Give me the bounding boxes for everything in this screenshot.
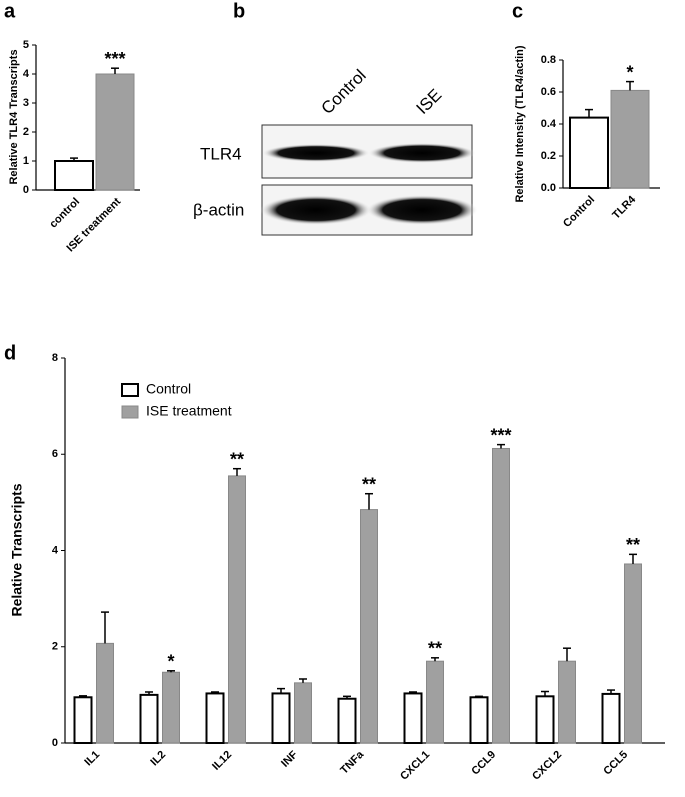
lane-label: Control (318, 66, 370, 118)
bar (558, 660, 576, 744)
y-axis-label: Relative Intensity (TLR4/actin) (514, 45, 526, 202)
legend-swatch (121, 405, 139, 419)
x-tick-label: control (47, 196, 82, 231)
bar (54, 160, 94, 191)
significance: * (626, 62, 633, 82)
western-blot: Control ISE TLR4 β-actin (193, 66, 478, 236)
y-tick-label: 2 (23, 126, 29, 138)
legend-label: Control (146, 381, 191, 397)
bar (228, 475, 246, 744)
bar (95, 73, 135, 191)
significance: *** (104, 49, 125, 69)
bar (535, 695, 555, 744)
x-tick-label: CCL5 (601, 749, 630, 778)
x-tick-label: Control (561, 194, 597, 230)
y-tick-label: 0 (23, 184, 29, 196)
x-tick-label: INF (279, 749, 300, 770)
y-tick-label: 0.0 (541, 182, 556, 194)
blot-band (262, 144, 370, 162)
y-axis-label: Relative TLR4 Transcripts (8, 49, 20, 184)
bar (162, 671, 180, 744)
bar (360, 509, 378, 744)
bar (73, 696, 93, 744)
bar (96, 642, 114, 744)
panel-label: c (512, 0, 523, 22)
y-tick-label: 0.2 (541, 150, 556, 162)
bar (469, 696, 489, 744)
y-tick-label: 5 (23, 39, 29, 51)
bar (569, 116, 609, 189)
blot-band (368, 143, 476, 163)
y-tick-label: 1 (23, 155, 29, 167)
x-tick-label: CXCL1 (398, 749, 432, 783)
legend-label: ISE treatment (146, 403, 232, 419)
bar (294, 682, 312, 744)
row-label: β-actin (193, 200, 244, 219)
x-tick-label: TLR4 (610, 193, 639, 222)
bar (492, 447, 510, 744)
x-tick-label: IL12 (210, 749, 234, 773)
y-tick-label: 0 (52, 737, 58, 749)
bar (610, 89, 650, 189)
bar (271, 692, 291, 745)
bar (403, 692, 423, 745)
significance: *** (490, 425, 511, 445)
y-tick-label: 2 (52, 641, 58, 653)
y-tick-label: 8 (52, 352, 58, 364)
bar (624, 563, 642, 744)
x-tick-label: TNFa (338, 748, 367, 777)
y-tick-label: 0.8 (541, 54, 556, 66)
bar (139, 693, 159, 744)
bar (337, 697, 357, 744)
significance: ** (626, 535, 640, 555)
x-tick-label: CXCL2 (530, 749, 564, 783)
y-tick-label: 0.4 (541, 118, 557, 130)
lane-label: ISE (413, 85, 446, 118)
x-tick-label: IL1 (82, 749, 102, 769)
bar (426, 660, 444, 744)
panel-label: d (4, 342, 16, 364)
panel-label: b (233, 0, 245, 22)
y-tick-label: 4 (23, 68, 30, 80)
bar (601, 692, 621, 744)
blot-band (366, 195, 478, 225)
significance: ** (230, 449, 244, 469)
y-tick-label: 3 (23, 97, 29, 109)
y-tick-label: 6 (52, 448, 58, 460)
bar (205, 692, 225, 745)
y-axis-label: Relative Transcripts (9, 483, 25, 616)
x-tick-label: IL2 (148, 749, 168, 769)
significance: ** (428, 639, 442, 659)
blot-band (260, 195, 372, 225)
significance: ** (362, 474, 376, 494)
y-tick-label: 4 (52, 544, 59, 556)
significance: * (167, 652, 174, 672)
x-tick-label: CCL9 (469, 749, 498, 778)
legend-swatch (121, 383, 139, 397)
row-label: TLR4 (200, 144, 242, 163)
y-tick-label: 0.6 (541, 86, 556, 98)
panel-label: a (4, 0, 16, 22)
